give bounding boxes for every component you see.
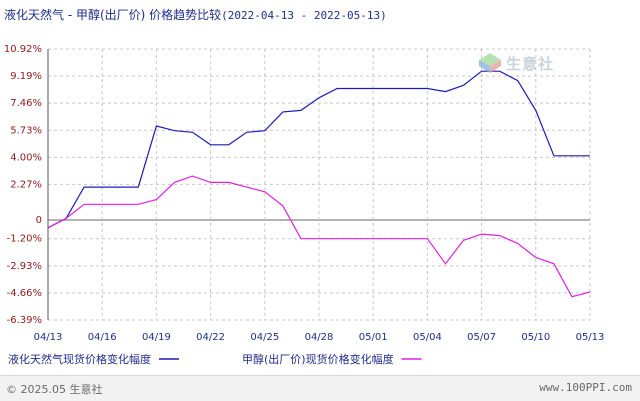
y-tick-label: 4.00% — [10, 152, 42, 163]
x-tick-label: 04/22 — [196, 332, 225, 343]
chart-date-range: (2022-04-13 - 2022-05-13) — [221, 9, 387, 22]
y-tick-label: 7.46% — [10, 98, 42, 109]
chart-title-text: 液化天然气 - 甲醇(出厂价) 价格趋势比较 — [4, 8, 222, 22]
watermark-logo: 生意社 — [478, 52, 554, 74]
y-tick-label: -2.93% — [7, 261, 42, 272]
y-tick-label: 5.73% — [10, 125, 42, 136]
y-tick-label: -1.20% — [7, 234, 42, 245]
x-tick-label: 05/07 — [467, 332, 496, 343]
chart-title: 液化天然气 - 甲醇(出厂价) 价格趋势比较(2022-04-13 - 2022… — [4, 6, 387, 23]
footer-bar: © 2025.05 生意社 www.100PPI.com — [0, 375, 640, 401]
x-tick-label: 04/25 — [250, 332, 279, 343]
site-url-link[interactable]: www.100PPI.com — [539, 381, 632, 394]
series-line-1 — [47, 70, 590, 229]
y-tick-label: 0 — [36, 215, 42, 226]
y-tick-label: 9.19% — [10, 71, 42, 82]
legend-label-2: 甲醇(出厂价)现货价格变化幅度 — [242, 352, 394, 366]
x-tick-label: 05/10 — [521, 332, 550, 343]
x-tick-label: 04/28 — [305, 332, 334, 343]
legend-label-1: 液化天然气现货价格变化幅度 — [8, 352, 151, 366]
x-tick-label: 04/13 — [34, 332, 63, 343]
watermark-text: 生意社 — [506, 54, 555, 73]
copyright-text: © 2025.05 生意社 — [6, 383, 103, 396]
series-line-2 — [47, 175, 591, 298]
x-axis-ticks: 04/13 04/16 04/19 04/22 04/25 04/28 05/01 05/04… — [34, 332, 605, 343]
x-tick-label: 05/04 — [413, 332, 442, 343]
series-lines — [47, 70, 591, 298]
x-tick-label: 04/19 — [142, 332, 171, 343]
y-axis-ticks: 10.92% 9.19% 7.46% 5.73% 4.00% 2.27% 0 -1.20% -2… — [4, 44, 42, 326]
grid-lines — [47, 48, 591, 321]
y-tick-label: 2.27% — [10, 179, 42, 190]
x-tick-label: 04/16 — [88, 332, 117, 343]
x-tick-label: 05/13 — [576, 332, 605, 343]
y-tick-label: -4.66% — [7, 288, 42, 299]
y-tick-label: 10.92% — [4, 44, 42, 55]
legend: 液化天然气现货价格变化幅度 甲醇(出厂价)现货价格变化幅度 — [8, 352, 422, 366]
chart-plot: 10.92% 9.19% 7.46% 5.73% 4.00% 2.27% 0 -1.20% -2… — [4, 44, 605, 366]
x-tick-label: 05/01 — [359, 332, 388, 343]
logo-icon — [479, 53, 501, 73]
y-tick-label: -6.39% — [7, 315, 42, 326]
